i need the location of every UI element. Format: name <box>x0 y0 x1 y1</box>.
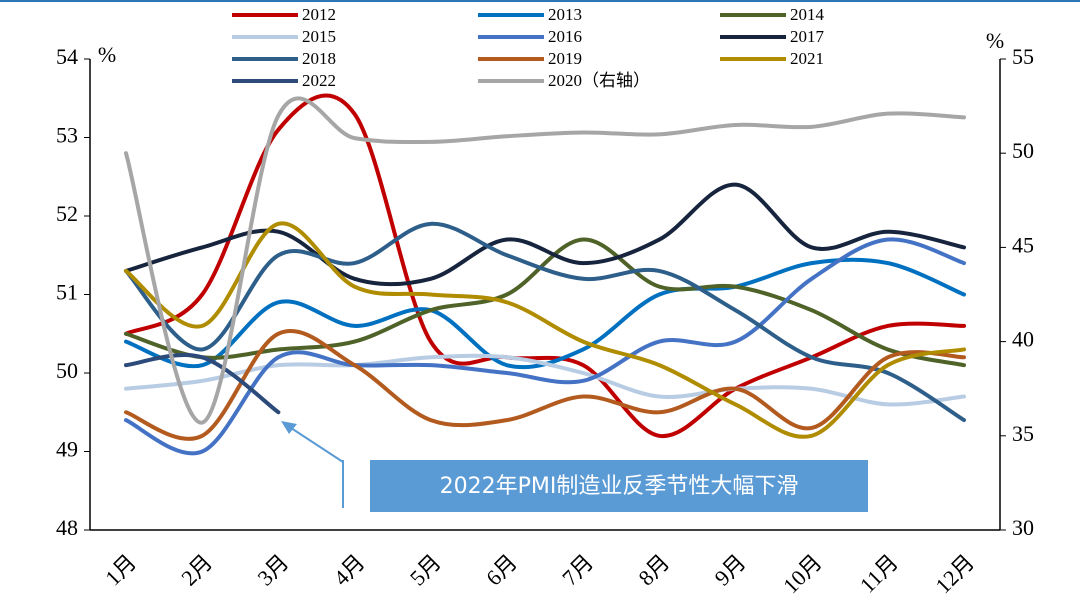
series-line <box>124 96 966 425</box>
x-tick-label: 12月 <box>930 549 979 598</box>
legend-label: 2014 <box>790 5 825 24</box>
y-tick-label: 50 <box>56 358 78 383</box>
y2-tick-label: 40 <box>1012 327 1034 352</box>
y2-tick-label: 50 <box>1012 138 1034 163</box>
y2-tick-label: 55 <box>1012 44 1034 69</box>
y2-tick-label: 45 <box>1012 232 1034 257</box>
legend-label: 2020（右轴） <box>548 71 650 90</box>
y-tick-label: 52 <box>56 201 78 226</box>
x-tick-label: 4月 <box>329 549 370 590</box>
series-line <box>124 352 281 415</box>
y-tick-label: 53 <box>56 123 78 148</box>
legend-label: 2017 <box>790 27 825 46</box>
x-tick-label: 8月 <box>633 549 674 590</box>
series-line <box>124 221 966 423</box>
legend-label: 2016 <box>548 27 582 46</box>
legend-label: 2018 <box>302 49 336 68</box>
y2-tick-label: 35 <box>1012 421 1034 446</box>
y2-axis-unit: % <box>986 28 1004 53</box>
legend-label: 2022 <box>302 71 336 90</box>
series-line <box>124 221 966 439</box>
series-line <box>124 237 966 368</box>
annotation-box <box>370 460 868 512</box>
annotation: 2022年PMI制造业反季节性大幅下滑 <box>440 474 799 499</box>
y-tick-label: 49 <box>56 437 78 462</box>
legend-label: 2015 <box>302 27 336 46</box>
y-tick-label: 48 <box>56 515 78 540</box>
x-tick-label: 5月 <box>405 549 446 590</box>
x-tick-label: 11月 <box>855 549 903 597</box>
series-line <box>124 329 966 441</box>
x-tick-label: 9月 <box>710 549 751 590</box>
series-line <box>124 257 966 370</box>
y-tick-label: 54 <box>56 44 78 69</box>
x-tick-label: 10月 <box>778 549 827 598</box>
legend-label: 2012 <box>302 5 336 24</box>
annotation-arrow <box>287 425 344 463</box>
y-tick-label: 51 <box>56 280 78 305</box>
legend-label: 2013 <box>548 5 582 24</box>
x-tick-label: 3月 <box>252 549 293 590</box>
legend-label: 2019 <box>548 49 582 68</box>
x-tick-label: 1月 <box>100 549 141 590</box>
y-axis-unit: % <box>98 42 116 67</box>
x-tick-label: 6月 <box>481 549 522 590</box>
series-line <box>124 237 966 456</box>
x-tick-label: 2月 <box>176 549 217 590</box>
x-tick-label: 7月 <box>557 549 598 590</box>
series-line <box>124 353 966 407</box>
arrow-head <box>281 421 297 434</box>
series-line <box>124 182 966 287</box>
y2-tick-label: 30 <box>1012 515 1034 540</box>
legend-label: 2021 <box>790 49 824 68</box>
